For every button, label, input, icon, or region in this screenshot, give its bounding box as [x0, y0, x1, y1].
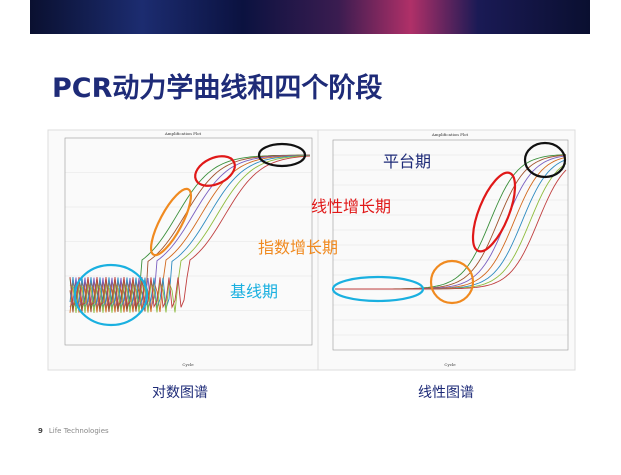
- plot-area: [332, 139, 569, 351]
- banner-image: [30, 0, 590, 34]
- chart-frame: [317, 129, 576, 371]
- company: Life Technologies: [48, 427, 109, 435]
- slide-title: PCR动力学曲线和四个阶段: [52, 73, 383, 104]
- annotation-exponential: 指数增长期: [258, 238, 338, 257]
- highlights: [73, 141, 567, 327]
- curve: [335, 169, 567, 290]
- chart-title: Amplification Plot: [164, 131, 202, 136]
- chart-frame: [47, 129, 319, 371]
- annotation-baseline: 基线期: [230, 282, 278, 301]
- plot-area: [64, 137, 313, 346]
- annotation-plateau: 平台期: [383, 152, 431, 171]
- x-axis-label: Cycle: [444, 362, 456, 367]
- curve: [69, 154, 310, 310]
- caption: 对数图谱: [152, 385, 208, 401]
- x-axis-label: Cycle: [182, 362, 194, 367]
- page-number: 9: [38, 427, 43, 435]
- caption: 线性图谱: [418, 385, 474, 401]
- footer: 9 Life Technologies: [38, 427, 109, 435]
- chart-title: Amplification Plot: [431, 132, 469, 137]
- annotation-linear: 线性增长期: [311, 197, 391, 216]
- curve: [69, 155, 311, 313]
- curve: [69, 154, 311, 309]
